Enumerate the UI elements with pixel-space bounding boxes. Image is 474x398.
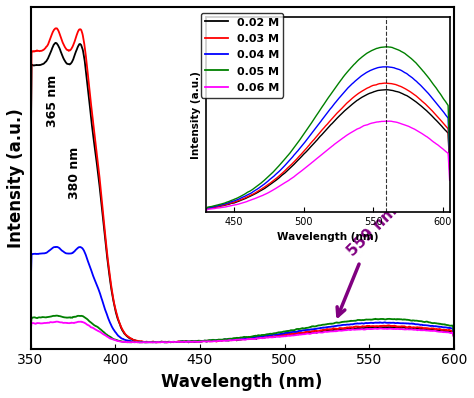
0.05 M <box>439 322 445 326</box>
0.03 M <box>362 324 367 329</box>
Y-axis label: Intensity (a.u.): Intensity (a.u.) <box>7 108 25 248</box>
0.02 M <box>53 41 59 45</box>
0.06 M <box>439 330 445 334</box>
0.06 M <box>139 340 145 345</box>
Text: 380 nm: 380 nm <box>68 146 81 199</box>
0.03 M <box>27 181 33 186</box>
0.03 M <box>439 328 445 332</box>
Line: 0.03 M: 0.03 M <box>30 28 454 342</box>
0.04 M <box>234 337 240 341</box>
0.06 M <box>362 327 367 332</box>
0.06 M <box>451 335 457 340</box>
0.04 M <box>439 325 445 330</box>
0.03 M <box>155 340 160 345</box>
0.04 M <box>162 340 168 345</box>
Text: 365 nm: 365 nm <box>46 74 59 127</box>
Text: 559 nm: 559 nm <box>337 203 401 316</box>
0.03 M <box>439 328 445 332</box>
0.05 M <box>439 322 445 327</box>
0.06 M <box>439 330 445 334</box>
0.06 M <box>78 319 84 324</box>
Line: 0.02 M: 0.02 M <box>30 43 454 342</box>
0.02 M <box>362 326 367 330</box>
0.06 M <box>49 320 55 325</box>
0.02 M <box>223 338 228 343</box>
0.06 M <box>234 338 240 342</box>
0.05 M <box>27 327 33 332</box>
0.05 M <box>362 318 367 322</box>
0.05 M <box>234 336 240 340</box>
0.06 M <box>27 330 33 334</box>
0.04 M <box>362 321 367 326</box>
0.04 M <box>451 333 457 338</box>
0.04 M <box>49 246 55 251</box>
0.02 M <box>234 338 240 343</box>
0.05 M <box>223 337 228 341</box>
0.04 M <box>27 292 33 297</box>
Line: 0.05 M: 0.05 M <box>30 316 454 342</box>
0.02 M <box>164 340 170 345</box>
0.02 M <box>439 328 445 333</box>
0.03 M <box>54 26 60 31</box>
0.02 M <box>49 46 55 51</box>
0.03 M <box>223 338 228 342</box>
Line: 0.06 M: 0.06 M <box>30 322 454 343</box>
X-axis label: Wavelength (nm): Wavelength (nm) <box>162 373 323 391</box>
0.06 M <box>223 338 228 343</box>
0.04 M <box>53 244 59 249</box>
Line: 0.04 M: 0.04 M <box>30 247 454 342</box>
0.02 M <box>451 334 457 339</box>
Legend: 0.02 M, 0.03 M, 0.04 M, 0.05 M, 0.06 M: 0.02 M, 0.03 M, 0.04 M, 0.05 M, 0.06 M <box>201 12 283 98</box>
0.05 M <box>54 313 59 318</box>
0.03 M <box>49 31 55 36</box>
0.04 M <box>439 325 445 330</box>
0.02 M <box>27 189 33 193</box>
0.04 M <box>223 337 228 342</box>
0.05 M <box>451 331 457 336</box>
0.05 M <box>49 314 55 318</box>
0.03 M <box>451 334 457 339</box>
0.02 M <box>439 328 445 333</box>
0.03 M <box>234 337 240 342</box>
0.05 M <box>143 340 148 345</box>
